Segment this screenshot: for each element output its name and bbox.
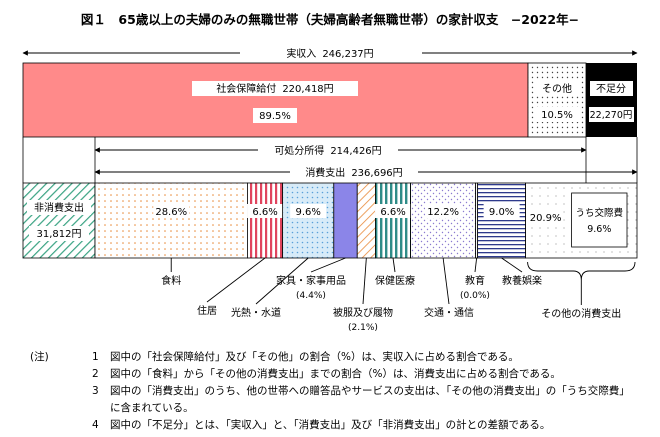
non-consumption-amount: 31,812円 bbox=[37, 229, 82, 240]
pct-other: 20.9% bbox=[530, 213, 562, 224]
pct-medical: 6.6% bbox=[380, 207, 405, 218]
segment-utilities bbox=[282, 182, 335, 259]
label-utilities: 光熱・水道 bbox=[231, 306, 281, 319]
social-security-pct: 89.5% bbox=[259, 111, 291, 122]
label-food: 食料 bbox=[161, 274, 181, 287]
segment-transport bbox=[410, 182, 477, 259]
segment-medical bbox=[375, 182, 412, 259]
note-text: 図中の「不足分」とは、「実収入」と、「消費支出」及び「非消費支出」の計との差額で… bbox=[110, 419, 551, 431]
pct-education: (0.0%) bbox=[460, 291, 490, 301]
label-medical: 保健医療 bbox=[375, 274, 415, 287]
callout-line-education bbox=[474, 257, 478, 273]
segment-culture bbox=[477, 182, 527, 259]
social-expense-box bbox=[571, 192, 628, 248]
label-education: 教育 bbox=[465, 274, 485, 287]
note-number: 2 bbox=[92, 368, 99, 380]
segment-housing bbox=[247, 182, 284, 259]
label-furniture: 家具・家事用品 bbox=[276, 274, 346, 287]
note-text: 図中の「社会保障給付」及び「その他」の割合（%）は、実収入に占める割合である。 bbox=[110, 351, 519, 363]
social-expense-pct: 9.6% bbox=[587, 224, 611, 235]
social-security-segment bbox=[22, 62, 529, 138]
notes-tag: (注) bbox=[30, 351, 49, 363]
other-income-label: その他 bbox=[542, 82, 572, 95]
callout-line-utilities bbox=[255, 257, 309, 305]
pct-housing: 6.6% bbox=[252, 207, 277, 218]
consumption-bar: 28.6% 6.6% 9.6% 6.6% 12.2% 9.0% 20.9% うち交際費 9.6% bbox=[94, 182, 638, 259]
pct-clothing: (2.1%) bbox=[348, 323, 378, 333]
pct-transport: 12.2% bbox=[427, 207, 459, 218]
segment-furniture bbox=[333, 182, 358, 259]
deficit-segment bbox=[586, 63, 637, 137]
deficit-label: 不足分 bbox=[596, 83, 626, 95]
consumption-label: 消費支出 236,696円 bbox=[305, 166, 402, 179]
pct-utilities: 9.6% bbox=[295, 207, 320, 218]
segment-food bbox=[94, 182, 248, 259]
label-other: その他の消費支出 bbox=[541, 307, 621, 320]
label-transport: 交通・通信 bbox=[424, 306, 474, 319]
note-number: 1 bbox=[92, 351, 99, 363]
chart-title: 図１ 65歳以上の夫婦のみの無職世帯（夫婦高齢者無職世帯）の家計収支 −2022… bbox=[81, 12, 579, 27]
callout-line-clothing bbox=[362, 257, 367, 305]
callout-line-housing bbox=[206, 257, 266, 303]
other-income-segment bbox=[527, 62, 587, 138]
non-consumption-segment bbox=[22, 182, 96, 259]
note-number: 4 bbox=[92, 419, 99, 431]
deficit-amount: 22,270円 bbox=[590, 110, 633, 121]
note-number: 3 bbox=[92, 385, 99, 397]
income-bar: 社会保障給付 220,418円 89.5% その他 10.5% 不足分 22,27… bbox=[22, 62, 637, 138]
callout-line-culture bbox=[501, 257, 523, 273]
callout-line-medical bbox=[392, 257, 396, 273]
non-consumption-label: 非消費支出 bbox=[34, 201, 84, 214]
other-consumption-brace bbox=[527, 261, 636, 281]
note-text: 図中の「消費支出」のうち、他の世帯への贈答品やサービスの支出は、「その他の消費支… bbox=[110, 385, 630, 397]
note-text: に含まれている。 bbox=[110, 402, 194, 414]
label-housing: 住居 bbox=[197, 304, 217, 317]
social-expense-label: うち交際費 bbox=[576, 207, 624, 219]
callout-line-transport bbox=[442, 257, 450, 305]
income-label: 実収入 246,237円 bbox=[286, 47, 373, 60]
social-security-label: 社会保障給付 220,418円 bbox=[216, 82, 333, 95]
pct-culture: 9.0% bbox=[489, 207, 514, 218]
label-culture: 教養娯楽 bbox=[502, 274, 542, 287]
disposable-label: 可処分所得 214,426円 bbox=[274, 144, 381, 157]
pct-food: 28.6% bbox=[155, 207, 187, 218]
pct-furniture: (4.4%) bbox=[296, 291, 326, 301]
note-text: 図中の「食料」から「その他の消費支出」までの割合（%）は、消費支出に占める割合で… bbox=[110, 368, 561, 380]
callout-line-furniture bbox=[310, 257, 346, 273]
label-clothing: 被服及び履物 bbox=[333, 306, 393, 319]
segment-clothing bbox=[356, 182, 376, 259]
other-income-pct: 10.5% bbox=[541, 110, 573, 121]
household-budget-chart: 図１ 65歳以上の夫婦のみの無職世帯（夫婦高齢者無職世帯）の家計収支 −2022… bbox=[22, 12, 638, 333]
